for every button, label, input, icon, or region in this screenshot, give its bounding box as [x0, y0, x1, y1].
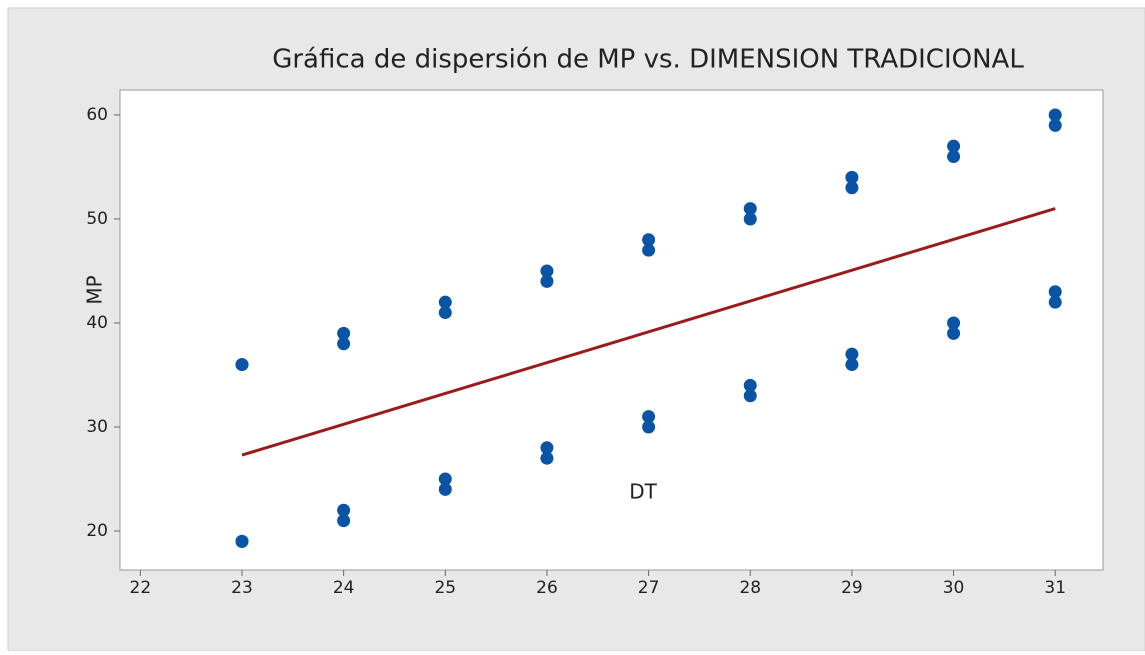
x-tick-label: 29 [841, 578, 863, 598]
point [438, 472, 452, 486]
point [845, 181, 859, 195]
point [743, 212, 757, 226]
x-tick-label: 27 [638, 578, 660, 598]
y-tick-label: 60 [86, 105, 108, 125]
point [743, 202, 757, 216]
point [337, 326, 351, 340]
x-axis-label: DT [629, 480, 657, 504]
point [642, 410, 656, 424]
y-tick-label: 30 [86, 417, 108, 437]
x-tick-label: 23 [231, 578, 253, 598]
point [540, 451, 554, 465]
chart-title: Gráfica de dispersión de MP vs. DIMENSIO… [272, 45, 1024, 75]
point [1048, 295, 1062, 309]
x-tick-label: 31 [1044, 578, 1066, 598]
point [743, 389, 757, 403]
point [947, 326, 961, 340]
point [438, 306, 452, 320]
x-tick-label: 26 [536, 578, 558, 598]
x-tick-label: 25 [434, 578, 456, 598]
point [845, 170, 859, 184]
point [337, 514, 351, 528]
x-tick-label: 24 [333, 578, 355, 598]
point [540, 441, 554, 455]
point [845, 347, 859, 361]
y-axis-label: MP [83, 275, 107, 304]
y-tick-label: 50 [86, 209, 108, 229]
point [642, 233, 656, 247]
point [743, 378, 757, 392]
fit-line [241, 207, 1056, 457]
point [438, 482, 452, 496]
point [845, 358, 859, 372]
point [642, 243, 656, 257]
point [540, 274, 554, 288]
point [947, 316, 961, 330]
plot-area [119, 89, 1104, 571]
x-tick-label: 22 [130, 578, 152, 598]
point [337, 503, 351, 517]
point [337, 337, 351, 351]
y-tick-label: 40 [86, 313, 108, 333]
y-tick-label: 20 [86, 521, 108, 541]
point [1048, 118, 1062, 132]
point [1048, 108, 1062, 122]
point [947, 150, 961, 164]
x-tick-label: 28 [739, 578, 761, 598]
point [947, 139, 961, 153]
point [235, 534, 249, 548]
point [235, 358, 249, 372]
point [642, 420, 656, 434]
point [540, 264, 554, 278]
x-tick-label: 30 [943, 578, 965, 598]
point [438, 295, 452, 309]
point [1048, 285, 1062, 299]
